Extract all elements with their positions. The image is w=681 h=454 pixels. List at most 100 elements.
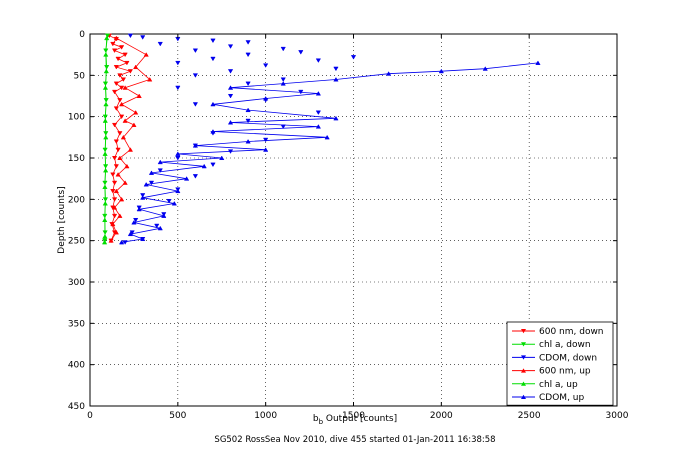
data-point (227, 69, 234, 74)
x-axis-label: bb Output [counts] (313, 414, 397, 426)
legend-box (506, 321, 614, 406)
caption: SG502 RossSea Nov 2010, dive 455 started… (214, 435, 495, 445)
legend-label: CDOM, down (539, 353, 597, 363)
data-point (535, 60, 541, 65)
x-tick-label: 500 (169, 411, 186, 421)
data-point (166, 198, 172, 204)
legend-entry: chl a, up (512, 380, 578, 390)
data-point (111, 155, 118, 161)
data-point (113, 81, 119, 87)
data-point (143, 52, 149, 57)
data-point (385, 71, 392, 76)
data-point (110, 221, 116, 227)
data-point (118, 114, 125, 120)
data-point (115, 56, 121, 62)
data-point (175, 155, 181, 161)
data-point (111, 205, 118, 210)
data-point (143, 181, 149, 187)
legend-marker (521, 394, 526, 399)
x-tick-label: 1500 (342, 411, 365, 421)
legend-label: CDOM, up (539, 393, 584, 403)
data-point (245, 118, 251, 124)
data-point (298, 50, 304, 55)
data-point (157, 159, 163, 165)
data-point (210, 38, 216, 44)
data-point (124, 163, 130, 169)
data-point (111, 89, 118, 95)
x-tick-label: 2000 (430, 411, 453, 421)
y-tick-label: 450 (68, 402, 85, 412)
data-point (210, 162, 216, 168)
data-point (245, 52, 251, 58)
data-point (192, 143, 199, 148)
data-point (140, 195, 146, 200)
data-point (113, 188, 119, 194)
data-point (482, 66, 488, 71)
data-point (175, 188, 181, 194)
series-layer (101, 33, 541, 245)
data-point (157, 168, 163, 173)
y-tick-label: 250 (68, 237, 85, 247)
data-point (227, 85, 234, 90)
data-point (118, 239, 125, 245)
data-point (324, 134, 330, 140)
legend-entry: 600 nm, up (512, 367, 591, 377)
data-point (280, 46, 286, 52)
data-point (192, 102, 199, 107)
data-point (115, 172, 121, 177)
data-point (210, 56, 216, 62)
data-point (103, 134, 109, 140)
data-point (315, 124, 322, 129)
data-point (111, 48, 118, 54)
y-tick-label: 350 (68, 319, 85, 329)
data-point (102, 184, 108, 189)
y-tick-label: 50 (74, 71, 86, 81)
data-point (102, 217, 108, 223)
data-point (122, 85, 128, 90)
data-point (315, 110, 322, 116)
data-point (136, 206, 142, 212)
legend-label: 600 nm, up (539, 367, 591, 377)
data-point (148, 180, 155, 186)
data-point (102, 118, 108, 123)
data-point (263, 96, 269, 101)
legend-entry: 600 nm, down (512, 327, 604, 337)
data-point (315, 91, 322, 96)
data-point (102, 234, 108, 239)
legend-entry: chl a, down (512, 340, 591, 350)
x-tick-label: 3000 (606, 411, 629, 421)
data-point (350, 55, 357, 60)
x-tick-label: 2500 (518, 411, 541, 421)
data-point (263, 147, 269, 152)
data-point (110, 189, 116, 194)
data-point (127, 69, 134, 74)
data-point (122, 118, 128, 123)
data-point (133, 110, 139, 115)
data-point (192, 73, 199, 78)
data-point (183, 176, 190, 181)
data-point (171, 200, 177, 206)
series-line (104, 38, 108, 243)
data-point (120, 134, 127, 140)
data-point (157, 41, 163, 47)
data-point (227, 93, 234, 99)
x-axis: 0 500 1000 1500 2000 2500 3000 (87, 34, 629, 421)
data-point (192, 174, 199, 179)
x-tick-label: 1000 (254, 411, 277, 421)
y-axis: 0 50 100 150 200 250 300 350 400 450 (68, 30, 617, 412)
data-point (117, 98, 123, 103)
data-point (227, 119, 234, 125)
data-point (101, 239, 108, 245)
data-point (263, 137, 269, 143)
data-point (133, 217, 139, 223)
data-point (102, 200, 108, 206)
data-point (140, 35, 146, 40)
data-point (263, 63, 269, 68)
series-4 (101, 35, 110, 245)
legend-marker (521, 381, 526, 386)
data-point (111, 213, 118, 219)
data-point (148, 170, 155, 175)
data-point (245, 81, 251, 87)
y-tick-label: 100 (68, 113, 85, 123)
